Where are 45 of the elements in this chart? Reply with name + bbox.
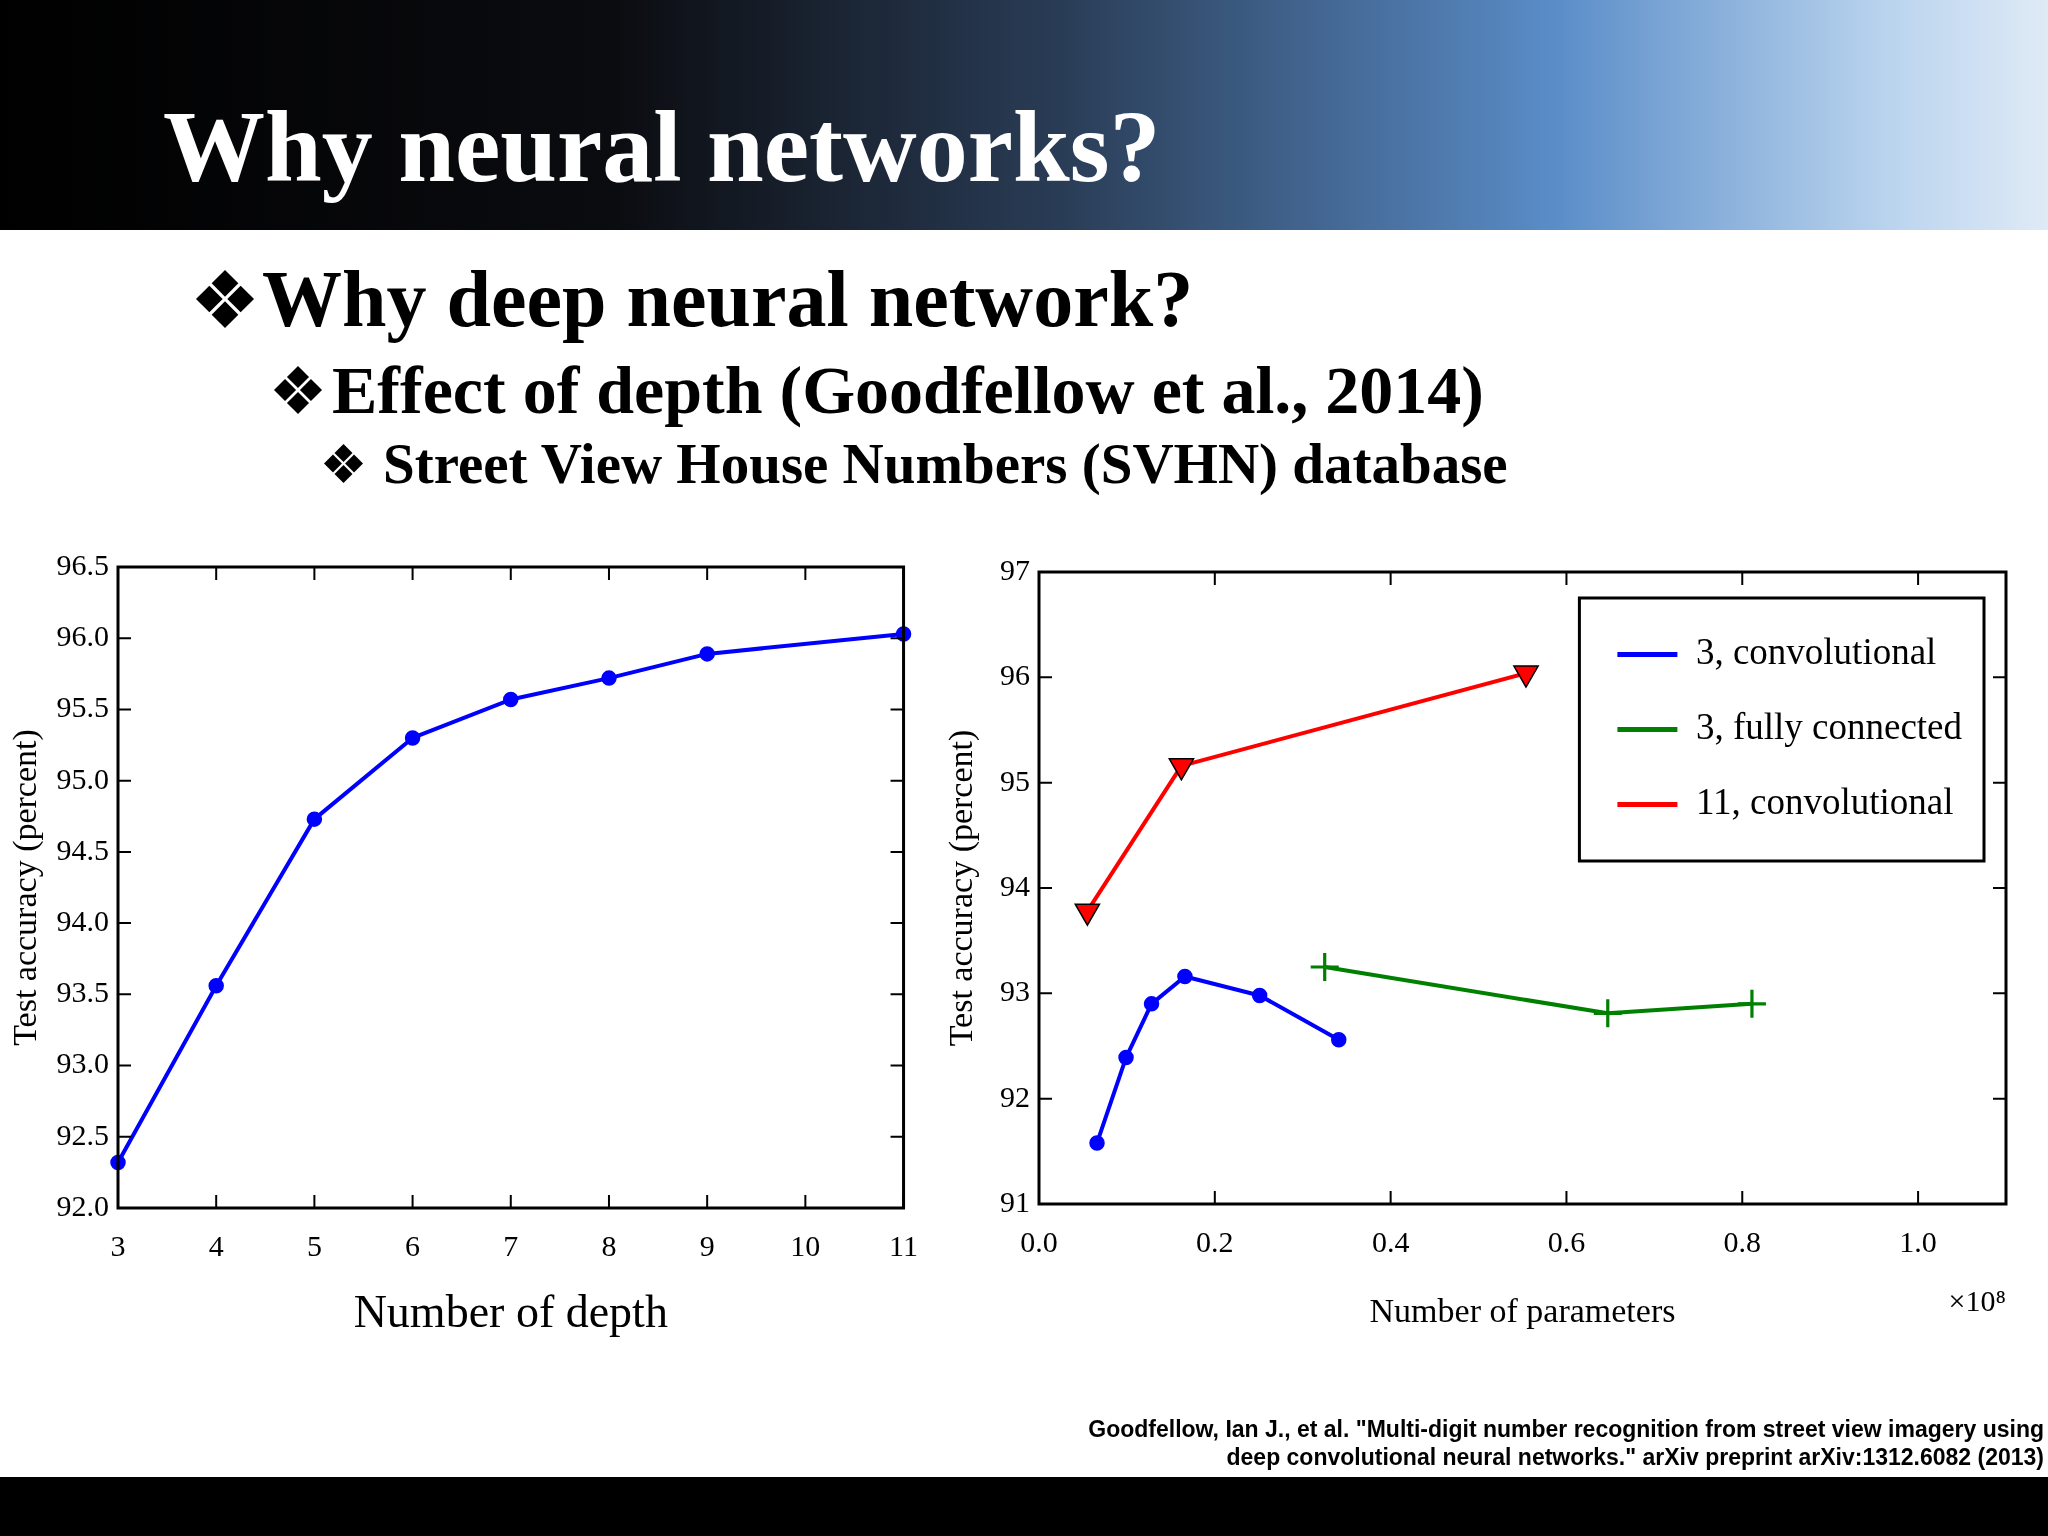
y-tick-label: 92 — [1000, 1079, 1030, 1113]
x-tick-label: 11 — [889, 1228, 918, 1262]
legend-label: 3, convolutional — [1695, 631, 1937, 673]
text: Goodfellow, Ian J., et al. "Multi-digit number recognition from street view imagery using deep convolutional neural networks." arXiv preprint arXiv:1312.6082 (2013) — [1087, 1415, 2044, 1471]
x-tick-label: 0.6 — [1547, 1224, 1586, 1258]
y-tick-label: 97 — [1000, 552, 1030, 586]
x-tick-label: 10 — [790, 1228, 821, 1262]
x-tick-label: 6 — [405, 1228, 421, 1262]
legend-label: 11, convolutional — [1695, 781, 1954, 823]
y-tick-label: 95 — [1000, 763, 1030, 797]
text: Effect of depth (Goodfellow et al., 2014) — [332, 352, 1485, 428]
x-tick-label: 5 — [306, 1228, 322, 1262]
text: ×10⁸ — [1948, 1283, 2006, 1317]
y-axis-title: Test accuracy (percent) — [6, 729, 45, 1046]
y-tick-label: 94 — [1000, 868, 1030, 902]
legend-label: 3, fully connected — [1695, 706, 1963, 748]
x-tick-label: 7 — [503, 1228, 519, 1262]
y-tick-label: 92.0 — [56, 1188, 109, 1222]
y-tick-label: 93 — [1000, 974, 1030, 1008]
x-tick-label: 1.0 — [1899, 1224, 1937, 1258]
y-tick-label: 94.0 — [56, 903, 109, 937]
y-tick-label: 92.5 — [56, 1117, 109, 1151]
y-tick-label: 91 — [1000, 1184, 1030, 1218]
text: Street View House Numbers (SVHN) database — [383, 432, 1508, 495]
x-tick-label: 0.4 — [1371, 1224, 1410, 1258]
x-tick-label: 9 — [699, 1228, 715, 1262]
y-tick-label: 96.5 — [56, 547, 109, 581]
x-axis-title: Number of depth — [353, 1286, 668, 1338]
x-tick-label: 0.8 — [1723, 1224, 1762, 1258]
y-axis-title: Test accuracy (percent) — [942, 729, 981, 1047]
x-axis-title: Number of parameters — [1369, 1291, 1676, 1329]
y-tick-label: 95.0 — [56, 761, 109, 795]
x-tick-label: 0.2 — [1196, 1224, 1234, 1258]
x-tick-label: 8 — [601, 1228, 617, 1262]
chart-subtitle: Why deep neural network? — [262, 255, 1194, 343]
x-tick-label: 0.0 — [1020, 1224, 1058, 1258]
y-tick-label: 95.5 — [56, 690, 109, 724]
y-tick-label: 96 — [1000, 658, 1030, 692]
y-tick-label: 93.5 — [56, 975, 109, 1009]
y-tick-label: 96.0 — [56, 619, 109, 653]
chart-title: Why neural networks? — [163, 90, 1161, 203]
x-tick-label: 3 — [110, 1228, 126, 1262]
y-tick-label: 93.0 — [56, 1046, 109, 1080]
x-tick-label: 4 — [208, 1228, 224, 1262]
y-tick-label: 94.5 — [56, 832, 109, 866]
